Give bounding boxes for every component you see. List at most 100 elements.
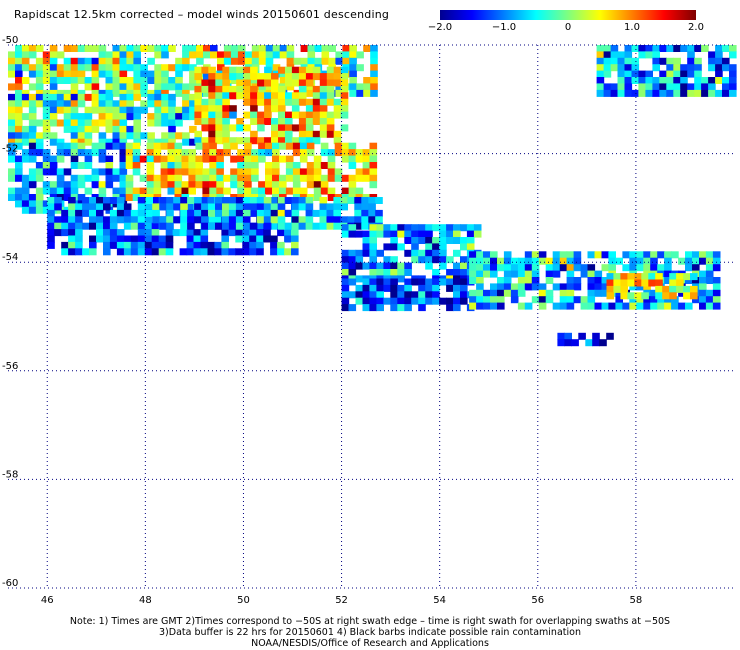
wind-cell [15, 89, 23, 97]
wind-cell [216, 187, 224, 195]
wind-cell [326, 85, 335, 93]
wind-cell [687, 70, 695, 78]
wind-cell [140, 70, 148, 78]
wind-cell [28, 181, 37, 189]
wind-cell [112, 100, 121, 108]
wind-cell [284, 248, 292, 256]
wind-cell [473, 230, 482, 238]
wind-cell [144, 235, 153, 243]
wind-cell [680, 45, 688, 52]
wind-cell [313, 174, 322, 182]
wind-cell [84, 83, 93, 91]
wind-cell [578, 332, 586, 340]
wind-cell [335, 83, 343, 91]
wind-cell [327, 187, 336, 195]
wind-cell [341, 149, 350, 157]
wind-cell [603, 89, 612, 97]
wind-cell [390, 297, 398, 305]
wind-cell [167, 162, 176, 169]
wind-cell [28, 194, 37, 201]
wind-cell [715, 45, 723, 52]
wind-cell [729, 70, 737, 78]
wind-cell [340, 85, 349, 93]
wind-cell [497, 277, 505, 284]
wind-cell [42, 77, 51, 84]
wind-cell [503, 257, 512, 265]
colorbar-tick-label: −2.0 [427, 22, 453, 33]
wind-cell [680, 70, 688, 78]
wind-cell [21, 93, 30, 101]
wind-cell [56, 89, 65, 97]
wind-cell [657, 302, 665, 310]
wind-cell [466, 237, 475, 244]
wind-cell [469, 289, 477, 297]
wind-cell [146, 162, 155, 169]
wind-cell [349, 83, 357, 91]
wind-cell [49, 113, 58, 121]
wind-cell [390, 237, 398, 244]
wind-cell [126, 106, 134, 114]
wind-cell [77, 174, 86, 182]
wind-cell [694, 89, 702, 97]
wind-cell [119, 83, 128, 91]
wind-cell [56, 100, 65, 108]
wind-cell [699, 277, 707, 284]
wind-cell [298, 222, 307, 230]
wind-cell [70, 155, 79, 163]
wind-cell [235, 203, 244, 211]
wind-cell [643, 264, 651, 272]
wind-cell [341, 262, 350, 270]
wind-cell [272, 155, 280, 163]
wind-cell [363, 45, 371, 52]
wind-cell [133, 106, 141, 114]
wind-cell [49, 138, 58, 146]
wind-cell [432, 249, 440, 257]
wind-cell [694, 45, 702, 52]
wind-cell [153, 142, 162, 150]
wind-cell [235, 209, 244, 217]
wind-cell [376, 249, 384, 257]
wind-cell [629, 251, 637, 259]
wind-cell [103, 203, 111, 211]
wind-cell [476, 283, 484, 291]
wind-cell [694, 83, 702, 91]
wind-cell [75, 241, 83, 249]
wind-cell [469, 251, 477, 259]
wind-cell [70, 77, 79, 84]
wind-cell [165, 235, 174, 243]
wind-cell [222, 98, 230, 106]
wind-cell [313, 181, 322, 189]
wind-cell [130, 222, 139, 230]
wind-cell [42, 149, 51, 157]
wind-cell [230, 168, 238, 176]
wind-cell [608, 264, 616, 272]
wind-cell [105, 155, 114, 163]
wind-cell [200, 235, 209, 243]
wind-cell [154, 64, 162, 72]
wind-cell [208, 209, 216, 217]
wind-cell [68, 229, 76, 237]
wind-cell [368, 209, 376, 217]
wind-cell [596, 45, 605, 52]
wind-cell [320, 187, 329, 195]
wind-cell [70, 106, 79, 114]
wind-cell [305, 73, 314, 81]
wind-cell [98, 57, 107, 65]
wind-cell [278, 137, 286, 145]
wind-cell [21, 132, 30, 140]
wind-cell [146, 142, 155, 150]
wind-cell [566, 296, 575, 304]
wind-cell [263, 216, 272, 224]
wind-cell [624, 70, 633, 78]
wind-cell [203, 70, 211, 78]
wind-cell [383, 224, 391, 232]
wind-cell [293, 57, 302, 65]
wind-cell [130, 209, 139, 217]
wind-cell [729, 83, 737, 91]
wind-cell [453, 269, 461, 276]
wind-cell [103, 216, 111, 224]
wind-cell [460, 256, 468, 264]
wind-cell [285, 79, 293, 87]
wind-cell [439, 297, 447, 305]
wind-cell [270, 241, 278, 249]
